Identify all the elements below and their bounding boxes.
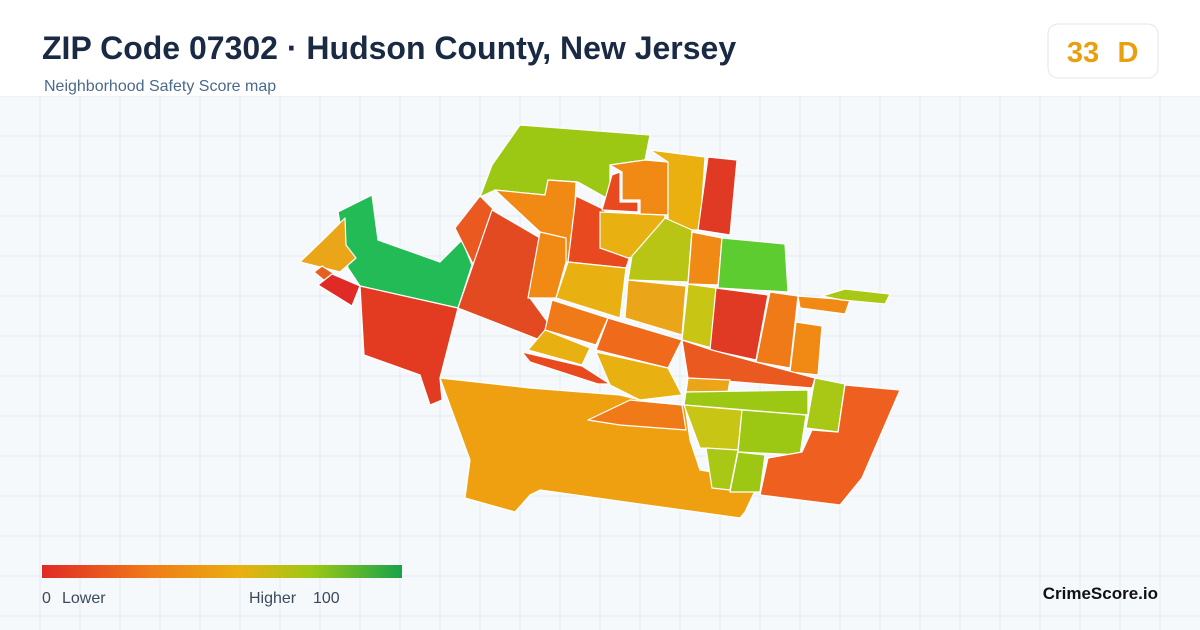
map-region xyxy=(299,217,357,273)
map-regions xyxy=(299,124,901,519)
map-region xyxy=(685,377,731,393)
map-region xyxy=(601,171,639,213)
map-region xyxy=(555,261,627,319)
map-region xyxy=(359,285,459,406)
map-region xyxy=(627,217,693,283)
map-region xyxy=(821,288,891,305)
legend-max-label: Higher xyxy=(249,590,297,607)
map-region xyxy=(527,231,567,299)
map-region xyxy=(789,321,823,376)
map-region xyxy=(729,451,766,493)
map-region xyxy=(521,351,611,385)
brand: CrimeScore.io xyxy=(1043,584,1158,603)
map-region xyxy=(697,156,738,236)
map-region xyxy=(595,351,683,401)
map-region xyxy=(687,231,723,286)
map-region xyxy=(759,384,901,506)
title: ZIP Code 07302 · Hudson County, New Jers… xyxy=(42,30,736,66)
legend-min-label: Lower xyxy=(62,590,106,607)
header-band xyxy=(0,0,1200,96)
map-region xyxy=(544,299,609,346)
subtitle: Neighborhood Safety Score map xyxy=(44,78,276,95)
score-grade: D xyxy=(1118,37,1139,69)
legend-max: 100 xyxy=(313,590,340,607)
score-value: 33 xyxy=(1067,37,1099,69)
map-region xyxy=(454,195,495,267)
map-region xyxy=(609,159,669,216)
map-region xyxy=(527,329,591,366)
map-region xyxy=(717,237,789,293)
score-badge xyxy=(1047,23,1159,79)
map-region xyxy=(587,399,687,431)
legend-min: 0 xyxy=(42,590,51,607)
legend-gradient xyxy=(42,565,402,578)
map-region xyxy=(737,409,807,456)
